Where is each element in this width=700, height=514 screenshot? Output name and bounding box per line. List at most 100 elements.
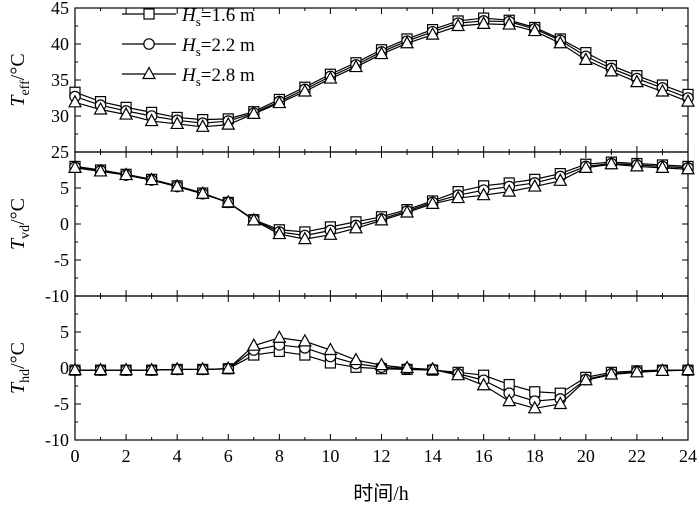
data-point xyxy=(476,377,491,391)
data-point xyxy=(553,173,568,186)
data-point xyxy=(680,93,696,107)
data-point xyxy=(144,362,159,376)
legend-item: Hs=2.2 m xyxy=(122,35,255,59)
data-point xyxy=(527,23,542,37)
data-point xyxy=(527,178,542,192)
data-point xyxy=(400,204,415,218)
y-axis-label: Teff/°C xyxy=(7,53,33,106)
data-point xyxy=(476,16,491,29)
y-tick-label: 0 xyxy=(60,214,69,234)
data-point xyxy=(119,167,134,181)
series-line xyxy=(74,20,689,124)
data-point xyxy=(425,196,440,209)
legend-label: Hs=1.6 m xyxy=(181,5,255,29)
data-point xyxy=(272,226,287,240)
x-tick-label: 18 xyxy=(526,446,544,466)
data-point xyxy=(476,187,491,201)
data-point xyxy=(323,70,338,84)
plot-frame xyxy=(74,7,689,153)
legend-marker xyxy=(141,66,157,80)
data-point xyxy=(67,362,83,376)
data-point xyxy=(323,227,338,240)
x-tick-label: 12 xyxy=(373,446,391,466)
legend: Hs=1.6 m Hs=2.2 m Hs=2.8 m xyxy=(122,5,255,89)
data-point xyxy=(119,106,134,120)
data-point xyxy=(67,94,83,108)
x-tick-label: 6 xyxy=(224,446,233,466)
x-tick-label: 16 xyxy=(475,446,493,466)
data-point xyxy=(425,361,440,375)
x-tick-label: 20 xyxy=(577,446,595,466)
series-triangle xyxy=(67,16,696,132)
data-point xyxy=(374,357,389,371)
data-point xyxy=(93,163,108,177)
legend-item: Hs=2.8 m xyxy=(122,65,255,89)
series-triangle xyxy=(67,156,696,245)
x-tick-label: 2 xyxy=(122,446,131,466)
series-circle xyxy=(69,339,694,407)
legend-marker xyxy=(143,8,155,20)
y-tick-label: -5 xyxy=(54,250,69,270)
data-point xyxy=(119,362,134,376)
data-point xyxy=(604,156,619,170)
data-point xyxy=(400,360,415,374)
data-point xyxy=(272,330,287,343)
data-point xyxy=(170,178,185,192)
data-point xyxy=(655,83,670,97)
data-point xyxy=(451,367,466,381)
series-triangle xyxy=(67,330,696,414)
y-axis-label: Tvd/°C xyxy=(7,198,33,250)
y-tick-label: 5 xyxy=(60,178,69,198)
y-tick-label: 0 xyxy=(60,358,69,378)
data-point xyxy=(553,35,568,49)
data-point xyxy=(195,119,210,132)
data-point xyxy=(246,212,261,226)
data-point xyxy=(680,362,696,376)
series-circle xyxy=(69,157,694,242)
data-point xyxy=(297,231,312,245)
y-tick-label: 5 xyxy=(60,322,69,342)
legend-label: Hs=2.2 m xyxy=(181,35,255,59)
data-point xyxy=(680,161,696,175)
legend-label: Hs=2.8 m xyxy=(181,65,255,89)
y-tick-label: -10 xyxy=(45,430,69,450)
x-tick-label: 8 xyxy=(275,446,284,466)
series-line xyxy=(74,163,689,240)
data-point xyxy=(374,46,389,60)
data-point xyxy=(93,362,108,376)
data-point xyxy=(221,116,236,130)
data-point xyxy=(578,160,593,173)
data-point xyxy=(629,158,644,172)
data-point xyxy=(170,116,185,130)
y-axis-label: Thd/°C xyxy=(7,342,33,394)
data-point xyxy=(502,183,517,197)
data-point xyxy=(374,212,389,226)
data-point xyxy=(604,366,619,380)
y-tick-label: 45 xyxy=(51,0,69,18)
data-point xyxy=(655,160,670,173)
series-square xyxy=(69,12,694,126)
series-line xyxy=(74,23,689,128)
data-point xyxy=(400,35,415,49)
data-point xyxy=(451,190,466,204)
data-point xyxy=(93,101,108,115)
data-point xyxy=(527,400,542,414)
panel-middle-tvd: -10 -5 0 5 Tvd/°C xyxy=(7,151,696,306)
x-tick-label: 24 xyxy=(679,446,697,466)
data-point xyxy=(144,172,159,186)
data-point xyxy=(451,18,466,32)
x-tick-label: 14 xyxy=(424,446,442,466)
data-point xyxy=(170,361,185,375)
x-tick-label: 10 xyxy=(321,446,339,466)
data-point xyxy=(272,95,287,109)
data-point xyxy=(348,220,363,234)
data-point xyxy=(246,106,261,119)
series-circle xyxy=(69,15,694,129)
data-point xyxy=(655,363,670,376)
y-tick-label: 30 xyxy=(51,106,69,126)
data-point xyxy=(553,396,568,410)
data-point xyxy=(323,342,338,356)
data-point xyxy=(297,333,312,347)
data-point xyxy=(502,393,517,407)
